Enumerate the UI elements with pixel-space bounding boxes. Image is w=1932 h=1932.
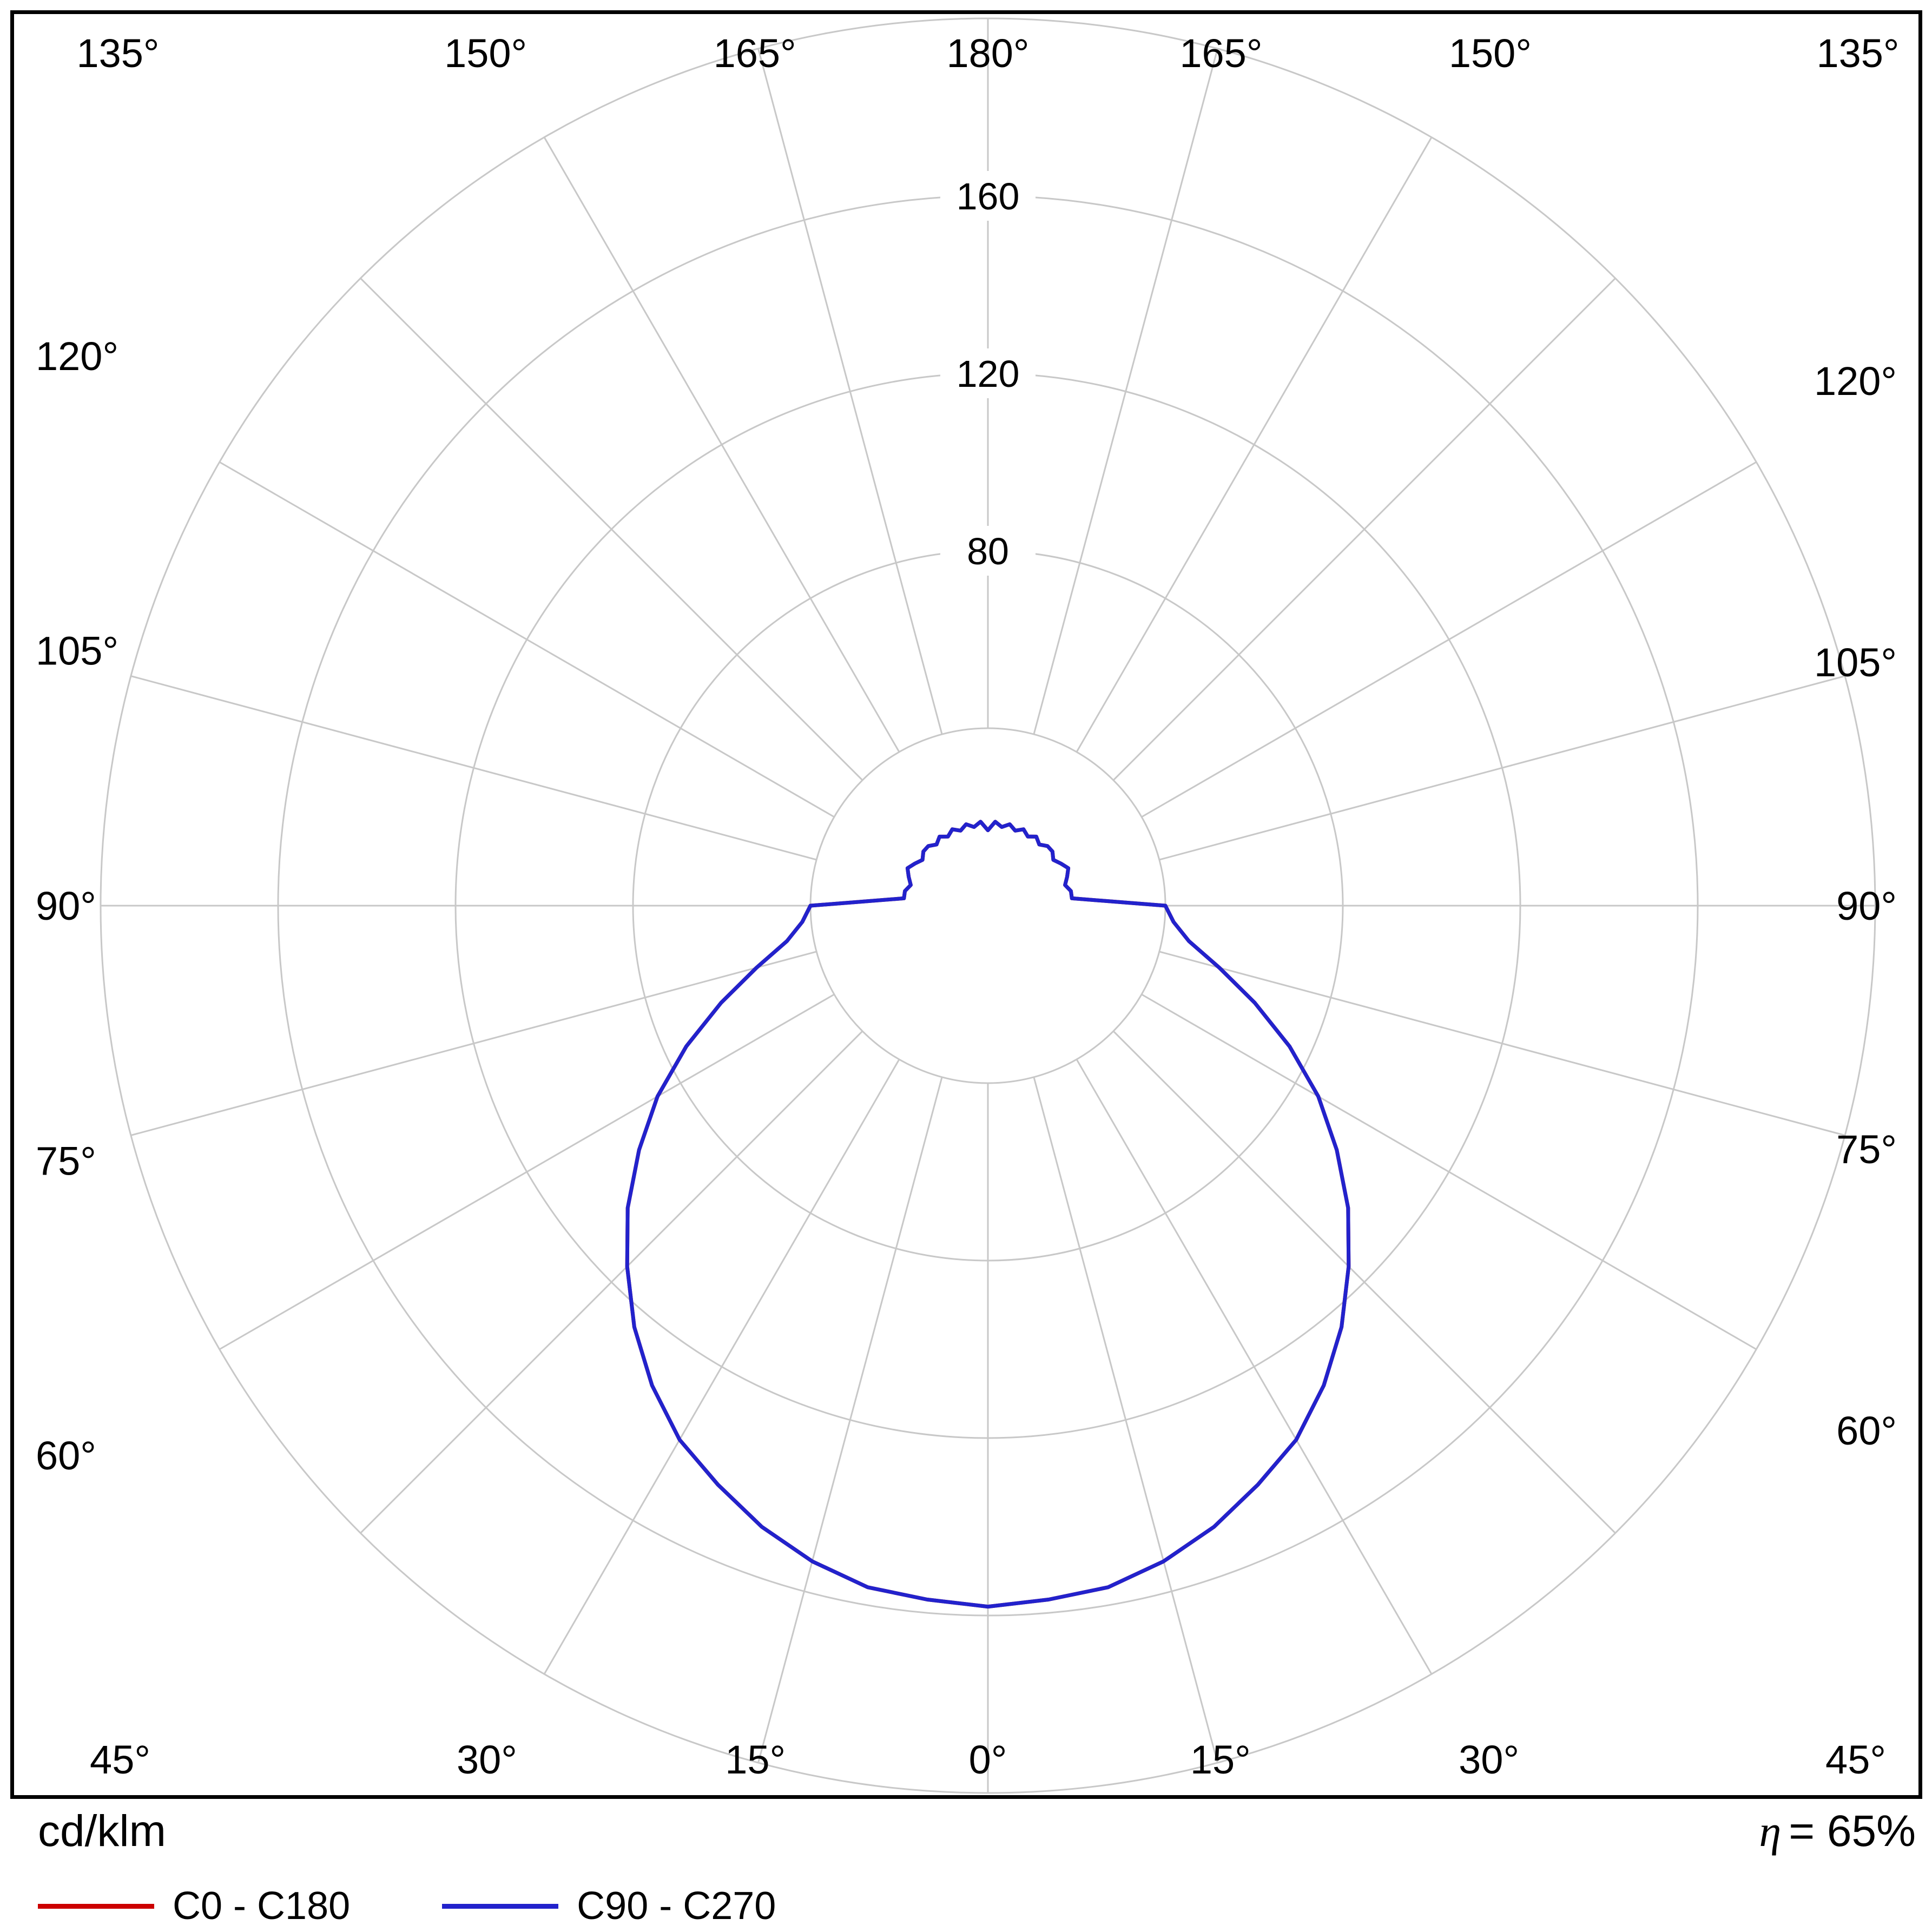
angle-spoke: [219, 993, 835, 1350]
polar-chart-frame: 0° 15° 15° 30° 30° 45° 45° 60° 60° 75° 75° 90° 90° 10…: [10, 10, 1922, 1799]
angle-spoke: [219, 461, 835, 818]
angle-label: 135°: [1816, 31, 1899, 76]
angle-spoke: [1159, 675, 1845, 861]
angle-label: 30°: [457, 1737, 517, 1782]
angle-label: 165°: [1179, 31, 1262, 76]
angle-label: 0°: [969, 1737, 1007, 1782]
legend-item-c90: C90 - C270: [442, 1882, 776, 1930]
angle-label: 75°: [36, 1139, 96, 1184]
angle-spoke: [1141, 993, 1757, 1350]
angle-label: 90°: [1836, 883, 1897, 928]
angle-spoke: [1112, 278, 1616, 781]
angle-label: 120°: [1814, 359, 1897, 404]
angle-label: 120°: [36, 334, 118, 379]
radial-label-bg: [940, 348, 1036, 398]
unit-label: cd/klm: [38, 1806, 166, 1856]
angle-spoke: [757, 48, 943, 735]
angle-label: 30°: [1459, 1737, 1519, 1782]
legend-label-c0: C0 - C180: [173, 1884, 351, 1928]
legend-swatch-c90: [442, 1903, 559, 1909]
angle-label: 15°: [725, 1737, 786, 1782]
angle-spoke: [1159, 951, 1845, 1136]
angle-spoke: [130, 951, 817, 1136]
angle-label: 150°: [444, 31, 527, 76]
angle-spoke: [1033, 48, 1218, 735]
angle-label: 180°: [946, 31, 1029, 76]
angle-spoke: [1076, 1059, 1433, 1675]
grid-circle: [809, 727, 1166, 1084]
angle-label: 15°: [1190, 1737, 1251, 1782]
angle-spoke: [757, 1077, 943, 1763]
angle-spoke: [130, 675, 817, 861]
angle-label: 75°: [1836, 1127, 1897, 1172]
angle-label: 60°: [1836, 1408, 1897, 1453]
angle-spoke: [360, 278, 863, 781]
angle-spoke: [1112, 1030, 1616, 1534]
angle-label: 105°: [1814, 640, 1897, 685]
angle-spoke: [1141, 461, 1757, 818]
angle-label: 135°: [76, 31, 159, 76]
efficiency-label: η = 65%: [1759, 1806, 1916, 1857]
radial-label: 80: [967, 530, 1009, 572]
angle-label: 150°: [1449, 31, 1532, 76]
radial-label: 120: [957, 353, 1020, 395]
angle-spoke: [360, 1030, 863, 1534]
efficiency-value: = 65%: [1789, 1806, 1916, 1856]
angle-label: 105°: [36, 628, 118, 673]
radial-label-bg: [940, 526, 1036, 576]
angle-label: 165°: [714, 31, 796, 76]
angle-label: 45°: [1825, 1737, 1886, 1782]
angle-spoke: [543, 136, 900, 753]
eta-symbol: η: [1759, 1806, 1782, 1856]
angle-label: 60°: [36, 1433, 96, 1478]
legend-item-c0: C0 - C180: [38, 1882, 350, 1930]
legend-label-c90: C90 - C270: [577, 1884, 776, 1928]
legend-swatch-c0: [38, 1903, 154, 1909]
radial-label-bg: [940, 171, 1036, 221]
polar-chart-svg: 0° 15° 15° 30° 30° 45° 45° 60° 60° 75° 75° 90° 90° 10…: [36, 17, 1900, 1794]
curve-c90-c270: [625, 820, 1351, 1609]
angle-label: 90°: [36, 883, 96, 928]
angle-spoke: [1076, 136, 1433, 753]
angle-label: 45°: [90, 1737, 150, 1782]
angle-spoke: [1033, 1077, 1218, 1763]
angle-spoke: [543, 1059, 900, 1675]
legend: C0 - C180 C90 - C270: [38, 1882, 776, 1930]
radial-label: 160: [957, 175, 1020, 217]
